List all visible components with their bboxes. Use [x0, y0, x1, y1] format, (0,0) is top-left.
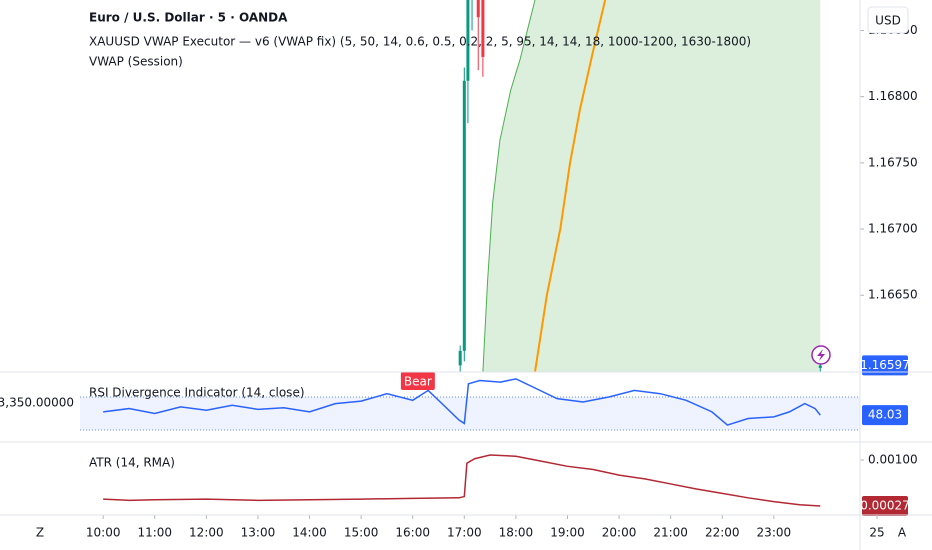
indicator-label: VWAP (Session) [89, 55, 183, 69]
series-line [482, 0, 536, 372]
series-line [103, 454, 821, 507]
candle-body [462, 80, 466, 351]
candle-body [466, 0, 470, 81]
rsi-title: RSI Divergence Indicator (14, close) [89, 386, 305, 400]
y-tick-label: 1.16650 [868, 288, 918, 302]
last-value-label: 1.16597 [860, 358, 910, 372]
x-tick-label: 19:00 [550, 526, 585, 540]
chart-title: Euro / U.S. Dollar · 5 · OANDA [89, 11, 288, 25]
y-tick-label: 0.00100 [868, 453, 918, 467]
zoom-button[interactable]: Z [36, 526, 44, 540]
rsi-pane: Bear [80, 372, 860, 431]
y-tick-label: 1.16750 [868, 155, 918, 169]
series-line [103, 378, 821, 426]
x-tick-label: 25 [869, 526, 884, 540]
x-tick-label: 20:00 [602, 526, 637, 540]
signal-label: Bear [404, 375, 432, 389]
x-tick-label: 21:00 [653, 526, 688, 540]
left-scale-label: 3,350.00000 [0, 396, 74, 410]
candle-body [458, 350, 462, 366]
candle-body [476, 0, 480, 18]
candle-body [818, 365, 822, 369]
currency-label[interactable]: USD [875, 14, 901, 28]
alert-bolt [817, 349, 825, 361]
last-value-badge [862, 405, 908, 426]
last-value-label: 0.00027 [860, 498, 910, 512]
x-tick-label: 23:00 [757, 526, 792, 540]
vwap-band-fill [482, 0, 821, 372]
series-line [533, 0, 607, 372]
auto-button[interactable]: A [898, 526, 907, 540]
last-value-label: 48.03 [868, 408, 902, 422]
x-tick-label: 22:00 [705, 526, 740, 540]
x-tick-label: 13:00 [241, 526, 276, 540]
x-tick-label: 12:00 [189, 526, 224, 540]
atr-title: ATR (14, RMA) [89, 456, 175, 470]
x-tick-label: 14:00 [292, 526, 327, 540]
currency-button[interactable] [867, 6, 909, 34]
x-tick-label: 10:00 [86, 526, 121, 540]
signal-box [400, 372, 435, 390]
last-value-badge [862, 495, 908, 516]
x-tick-label: 11:00 [137, 526, 172, 540]
last-value-badge [862, 355, 908, 376]
y-tick-label: 1.16800 [868, 89, 918, 103]
rsi-band [80, 397, 860, 431]
indicator-label: XAUUSD VWAP Executor — v6 (VWAP fix) (5,… [89, 35, 751, 49]
candle-body [481, 0, 485, 57]
atr-pane [103, 454, 821, 507]
x-tick-label: 18:00 [499, 526, 534, 540]
y-tick-label: 1.16700 [868, 222, 918, 236]
x-tick-label: 17:00 [447, 526, 482, 540]
x-tick-label: 15:00 [344, 526, 379, 540]
price-pane [458, 0, 822, 372]
x-tick-label: 16:00 [395, 526, 430, 540]
